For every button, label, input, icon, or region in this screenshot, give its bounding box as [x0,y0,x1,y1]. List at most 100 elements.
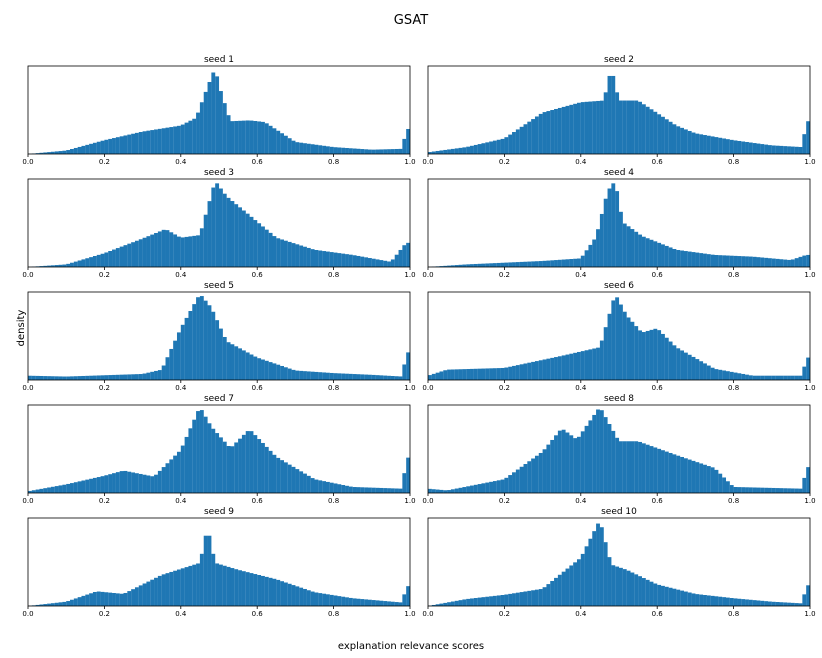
histogram-bar [348,597,353,606]
histogram-bar [50,603,55,606]
histogram-bar [360,487,365,493]
histogram-bar [512,472,516,493]
histogram-bar [527,362,532,380]
histogram-bar [299,370,304,380]
histogram-bar [345,597,349,606]
histogram-bar [115,593,120,606]
histogram-bar [531,261,536,267]
histogram-bar [687,251,692,267]
histogram-bar [222,193,227,267]
histogram-bar [43,265,48,267]
x-axis-label: explanation relevance scores [338,641,484,652]
histogram-bar [527,461,532,493]
histogram-bar [364,599,369,606]
histogram-bar [356,148,361,154]
histogram-bar [253,220,258,267]
histogram-bar [798,146,803,154]
histogram-bar [561,429,566,493]
histogram-bar [710,136,715,154]
histogram-bar [523,591,528,606]
histogram-bar [447,490,451,493]
histogram-bar [546,584,551,606]
histogram-bar [219,564,223,606]
histogram-bar [112,138,116,154]
histogram-bar [215,433,220,493]
histogram-bar [230,201,235,267]
histogram-bar [303,588,307,606]
histogram-bar [649,109,654,154]
histogram-bar [142,131,147,154]
histogram-bar [188,428,193,493]
histogram-bar [176,236,181,267]
histogram-bar [622,441,627,493]
histogram-bar [127,374,132,380]
histogram-bar [748,256,753,267]
histogram-bar [741,487,746,493]
histogram-bar [645,444,650,493]
x-tick-label: 0.6 [252,497,264,505]
histogram-bar [573,352,578,380]
histogram-bar [112,593,116,606]
histogram-bar [519,466,524,493]
histogram-bar [58,602,63,606]
histogram-bar [39,604,44,606]
histogram-bar [35,375,40,380]
histogram-bar [515,129,520,154]
histogram-bar [173,455,178,493]
histogram-bar [66,376,71,380]
histogram-bar [607,424,612,493]
histogram-bar [219,328,223,380]
histogram-bar [687,592,692,606]
histogram-bar [531,458,536,493]
histogram-bar [775,145,780,154]
histogram-bar [790,259,795,267]
histogram-bar [89,593,93,606]
histogram-bar [96,375,101,380]
histogram-bar [775,258,780,267]
x-tick-label: 0.4 [575,158,587,166]
histogram-bar [325,481,330,493]
histogram-bar [538,360,543,380]
histogram-bar [402,245,407,267]
histogram-bar [485,263,490,267]
histogram-bar [157,470,162,493]
subplot-6: seed 6 0.0 0.2 0.4 0.6 0.8 1.0 [422,281,815,392]
histogram-bar [108,375,113,380]
histogram-bar [458,487,463,493]
subplot-title: seed 2 [604,55,634,65]
histogram-bar [333,147,338,154]
histogram-bar [176,451,181,493]
histogram-bar [725,371,730,380]
histogram-bar [473,263,478,267]
histogram-bar [729,139,734,154]
histogram-bar [771,601,776,606]
histogram-bar [450,265,455,267]
histogram-bar [352,255,357,267]
histogram-bar [219,437,223,493]
histogram-bar [661,585,665,606]
histogram-bar [470,145,474,154]
histogram-bar [96,141,101,154]
histogram-bar [356,374,361,380]
histogram-bar [402,138,407,154]
x-tick-label: 0.4 [175,497,187,505]
histogram-bar [398,602,403,606]
histogram-bar [619,304,623,380]
histogram-bar [714,469,719,493]
histogram-bar [173,570,178,606]
histogram-bar [706,595,711,606]
histogram-bar [603,542,608,606]
histogram-bar [390,488,395,493]
histogram-bar [375,259,380,267]
histogram-bar [676,126,681,154]
histogram-bar [718,596,723,606]
histogram-bar [496,262,501,267]
histogram-bar [775,375,780,380]
histogram-bar [203,416,208,493]
histogram-bar [383,601,388,606]
histogram-bar [375,487,380,493]
histogram-bar [47,152,51,154]
histogram-bar [492,263,497,267]
histogram-bar [367,599,372,606]
